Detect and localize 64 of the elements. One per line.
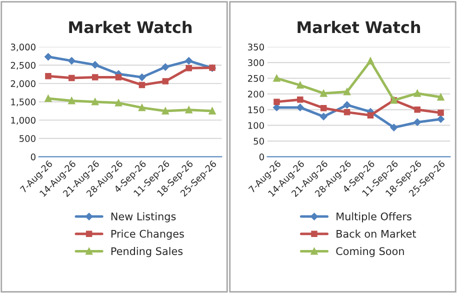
point	[344, 109, 350, 116]
point	[185, 106, 192, 114]
point	[91, 61, 99, 68]
point	[320, 104, 327, 112]
point	[274, 98, 280, 105]
point	[68, 57, 76, 64]
point	[208, 108, 216, 114]
point	[297, 96, 304, 103]
point	[115, 99, 122, 106]
point	[162, 78, 169, 84]
y-tick-label: 2,000	[10, 80, 36, 88]
legend-label: Price Changes	[111, 230, 184, 240]
y-tick-label: 1,000	[11, 116, 36, 125]
point	[390, 124, 398, 132]
point	[185, 57, 192, 64]
y-tick-label: 2,500	[10, 62, 36, 70]
point	[68, 97, 76, 104]
y-tick-label: 100	[248, 122, 264, 129]
chart-title: Market Watch	[298, 20, 420, 34]
point	[138, 74, 146, 81]
y-tick-label: 50	[254, 138, 264, 145]
point	[45, 73, 52, 80]
y-tick-label: 3,000	[10, 44, 36, 52]
y-tick-label: 200	[248, 90, 264, 98]
point	[138, 104, 146, 112]
point	[437, 94, 444, 101]
point	[44, 95, 52, 102]
y-tick-label: 350	[248, 44, 264, 50]
point	[92, 74, 98, 80]
y-tick-label: 250	[248, 75, 264, 82]
point	[414, 118, 421, 126]
point	[343, 101, 351, 109]
legend-label: Pending Sales	[111, 247, 183, 258]
point	[92, 98, 99, 106]
point	[162, 108, 169, 114]
chart-title: Market Watch	[69, 20, 192, 34]
point	[296, 104, 304, 112]
legend-label: New Listings	[111, 212, 176, 222]
legend-label: Back on Market	[336, 230, 416, 238]
y-tick-label: 0	[259, 153, 264, 160]
point	[414, 90, 421, 97]
y-tick-label: 150	[248, 106, 264, 114]
point	[162, 63, 170, 71]
y-tick-label: 500	[20, 135, 36, 142]
legend-label: Multiple Offers	[336, 212, 412, 222]
point	[344, 88, 350, 96]
y-tick-label: 1,500	[11, 98, 36, 106]
point	[320, 112, 328, 120]
point	[296, 82, 304, 89]
point	[138, 82, 146, 88]
point	[68, 74, 75, 82]
point	[438, 110, 444, 116]
point	[320, 90, 328, 97]
point	[44, 53, 52, 60]
y-tick-label: 0	[30, 153, 36, 160]
point	[186, 64, 192, 72]
point	[273, 74, 280, 82]
point	[414, 106, 420, 113]
point	[366, 58, 374, 64]
point	[115, 74, 122, 80]
point	[437, 115, 444, 123]
y-tick-label: 300	[248, 59, 264, 66]
point	[367, 112, 374, 118]
legend-label: Coming Soon	[336, 247, 404, 258]
